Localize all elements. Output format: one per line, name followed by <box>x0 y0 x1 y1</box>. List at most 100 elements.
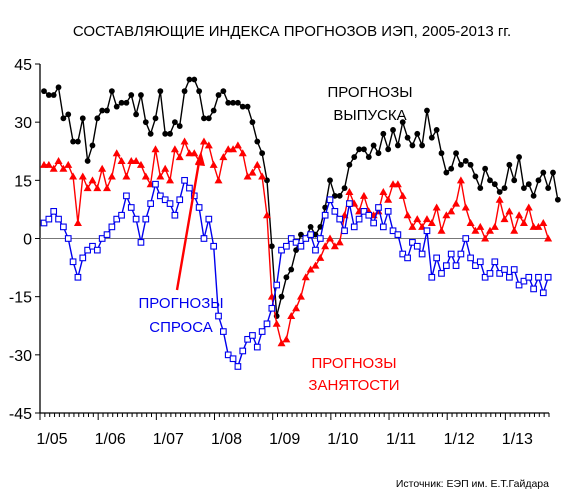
data-point-output <box>443 169 450 176</box>
data-point-output <box>201 115 207 122</box>
data-point-output <box>278 293 285 300</box>
data-point-employment <box>175 153 184 161</box>
y-tick-label: -30 <box>9 348 32 365</box>
data-point-demand <box>215 312 222 320</box>
data-point-demand <box>253 343 261 351</box>
data-point-output <box>147 130 154 137</box>
data-point-demand <box>384 208 392 215</box>
data-point-demand <box>205 215 213 223</box>
data-point-output <box>525 181 532 188</box>
data-point-output <box>133 111 140 118</box>
data-point-demand <box>40 219 48 227</box>
data-point-demand <box>520 277 528 285</box>
data-point-output <box>404 134 411 141</box>
data-point-demand <box>462 235 470 242</box>
data-point-employment <box>277 339 286 347</box>
data-point-employment <box>161 164 170 172</box>
data-point-output <box>506 161 513 168</box>
data-point-output <box>516 154 522 160</box>
annotation-line: ЗАНЯТОСТИ <box>308 377 399 394</box>
data-point-demand <box>399 250 407 258</box>
data-point-employment <box>122 172 131 180</box>
data-point-demand <box>418 250 426 258</box>
data-point-output <box>99 107 106 114</box>
data-point-demand <box>249 332 256 339</box>
data-point-demand <box>278 246 285 254</box>
data-point-demand <box>93 246 101 254</box>
x-tick-label: 1/06 <box>95 431 126 448</box>
data-point-demand <box>181 176 188 184</box>
data-point-employment <box>238 149 247 157</box>
data-point-demand <box>210 242 218 250</box>
data-point-demand <box>312 246 319 254</box>
data-point-output <box>487 177 493 184</box>
data-point-employment <box>151 145 160 153</box>
data-point-employment <box>292 304 301 312</box>
data-point-output <box>167 130 173 137</box>
data-point-output <box>419 142 426 149</box>
data-point-employment <box>471 226 480 234</box>
data-point-demand <box>161 196 169 204</box>
data-point-employment <box>69 172 78 180</box>
data-point-employment <box>456 176 465 184</box>
series-output <box>41 76 561 319</box>
data-point-demand <box>45 215 53 223</box>
data-point-output <box>41 88 47 95</box>
data-point-demand <box>234 363 242 370</box>
data-point-output <box>545 185 552 191</box>
data-point-demand <box>64 235 72 242</box>
annotation-output: ПРОГНОЗЫ ВЫПУСКА <box>327 84 412 124</box>
data-point-employment <box>78 172 87 180</box>
data-point-output <box>438 150 445 157</box>
data-point-employment <box>166 176 175 184</box>
data-point-demand <box>472 262 479 269</box>
data-point-demand <box>486 270 494 277</box>
data-point-employment <box>73 218 82 226</box>
data-point-demand <box>176 196 184 204</box>
data-point-demand <box>423 227 431 235</box>
data-point-demand <box>379 223 387 231</box>
data-point-employment <box>248 168 257 176</box>
x-tick-label: 1/07 <box>153 431 184 448</box>
data-point-output <box>108 88 115 95</box>
data-point-output <box>336 192 343 199</box>
data-point-employment <box>384 195 393 203</box>
data-point-employment <box>452 199 461 207</box>
data-point-employment <box>330 242 339 250</box>
data-point-demand <box>273 281 281 289</box>
data-point-output <box>298 231 304 238</box>
data-point-demand <box>350 223 358 231</box>
data-point-demand <box>336 215 344 223</box>
data-point-demand <box>74 273 82 281</box>
data-point-demand <box>535 273 542 281</box>
data-point-output <box>210 107 217 114</box>
data-point-output <box>268 243 275 250</box>
data-point-demand <box>409 239 416 246</box>
data-point-output <box>113 103 120 110</box>
y-tick-label: -45 <box>9 406 32 423</box>
data-point-demand <box>510 266 518 273</box>
data-point-output <box>79 115 86 122</box>
data-point-employment <box>427 218 436 226</box>
data-point-employment <box>519 218 528 226</box>
data-point-demand <box>69 258 77 266</box>
data-point-employment <box>83 184 92 192</box>
x-tick-label: 1/11 <box>386 431 416 448</box>
data-point-output <box>60 115 67 122</box>
data-point-employment <box>107 172 116 180</box>
data-point-demand <box>123 192 130 200</box>
annotation-line: СПРОСА <box>149 319 212 336</box>
data-point-output <box>327 177 333 184</box>
data-point-demand <box>413 242 421 250</box>
arrow-icon <box>175 151 205 291</box>
data-point-demand <box>321 211 329 219</box>
data-point-demand <box>108 223 116 231</box>
data-point-demand <box>515 281 523 289</box>
data-point-output <box>259 150 266 157</box>
data-point-output <box>472 173 479 180</box>
data-point-employment <box>316 253 325 261</box>
data-point-employment <box>64 160 73 168</box>
data-point-output <box>249 119 256 126</box>
series-line-demand <box>43 179 549 368</box>
data-point-output <box>535 177 542 184</box>
